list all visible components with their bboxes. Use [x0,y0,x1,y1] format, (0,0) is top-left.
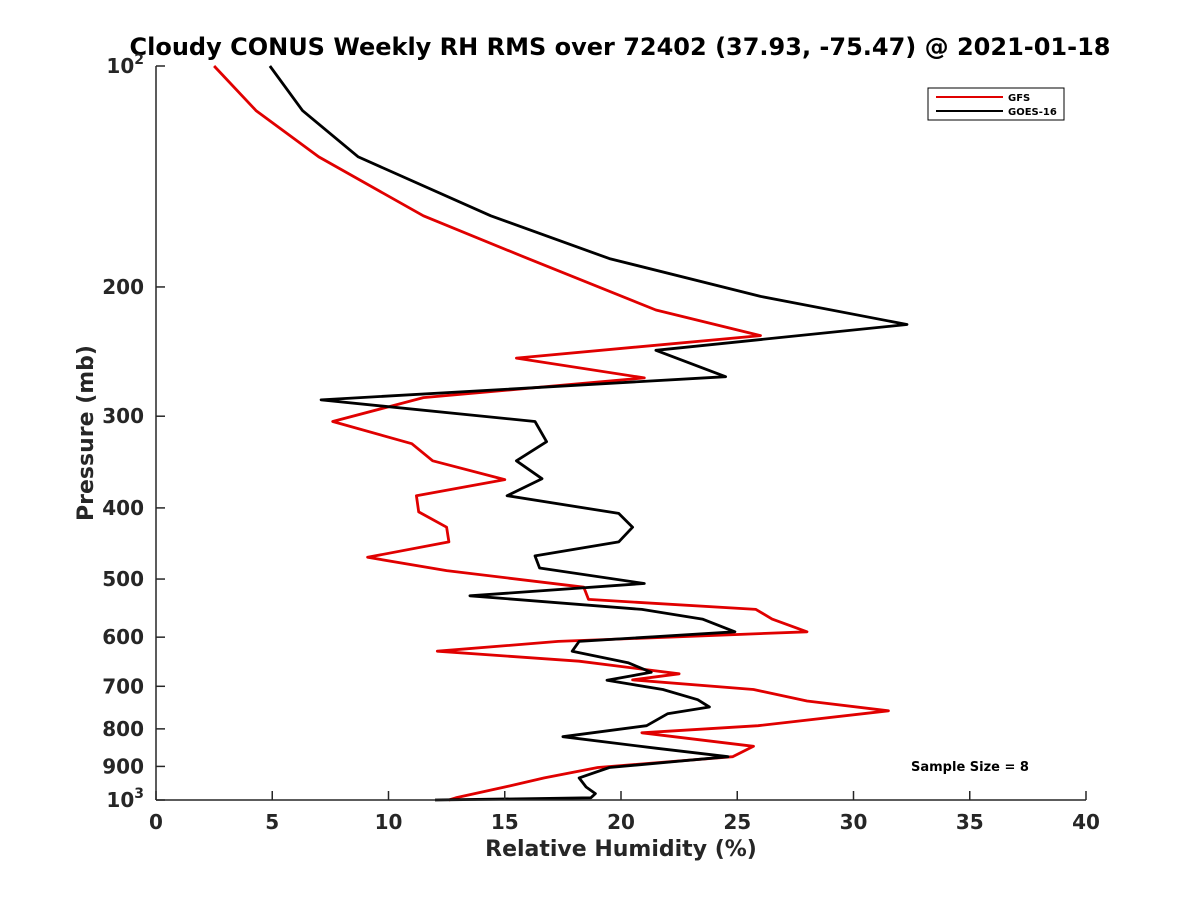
x-tick-label: 20 [607,810,635,834]
y-tick-label: 400 [102,496,144,520]
x-tick-label: 5 [265,810,279,834]
plot-area [156,66,1086,800]
legend-label-gfs: GFS [1008,93,1030,104]
x-tick-label: 10 [375,810,403,834]
chart-title: Cloudy CONUS Weekly RH RMS over 72402 (3… [130,33,1111,61]
x-ticks: 0 5 10 15 20 25 30 35 40 [149,791,1100,834]
legend-label-goes16: GOES-16 [1008,107,1057,118]
y-tick-label: 300 [102,404,144,428]
y-tick-label: 102 [106,52,144,78]
x-tick-label: 0 [149,810,163,834]
y-axis-label: Pressure (mb) [74,345,99,521]
sample-size-annotation: Sample Size = 8 [911,760,1029,775]
x-tick-label: 35 [956,810,984,834]
y-tick-label: 600 [102,625,144,649]
y-tick-label: 200 [102,275,144,299]
y-tick-label: 800 [102,717,144,741]
y-tick-label: 900 [102,754,144,778]
x-tick-label: 40 [1072,810,1100,834]
y-tick-label: 700 [102,674,144,698]
x-tick-label: 25 [723,810,751,834]
y-tick-label: 103 [106,786,144,812]
legend: GFS GOES-16 [927,87,1065,121]
series-layer [213,65,909,802]
y-ticks: 102 200 300 400 500 600 700 800 900 103 [102,52,165,812]
x-axis-label: Relative Humidity (%) [485,837,757,862]
plot-background [156,66,1086,800]
series-line-gfs [213,65,890,802]
x-tick-label: 30 [840,810,868,834]
series-line-goes16 [268,65,909,802]
x-tick-label: 15 [491,810,519,834]
legend-box [927,87,1065,121]
y-tick-label: 500 [102,567,144,591]
